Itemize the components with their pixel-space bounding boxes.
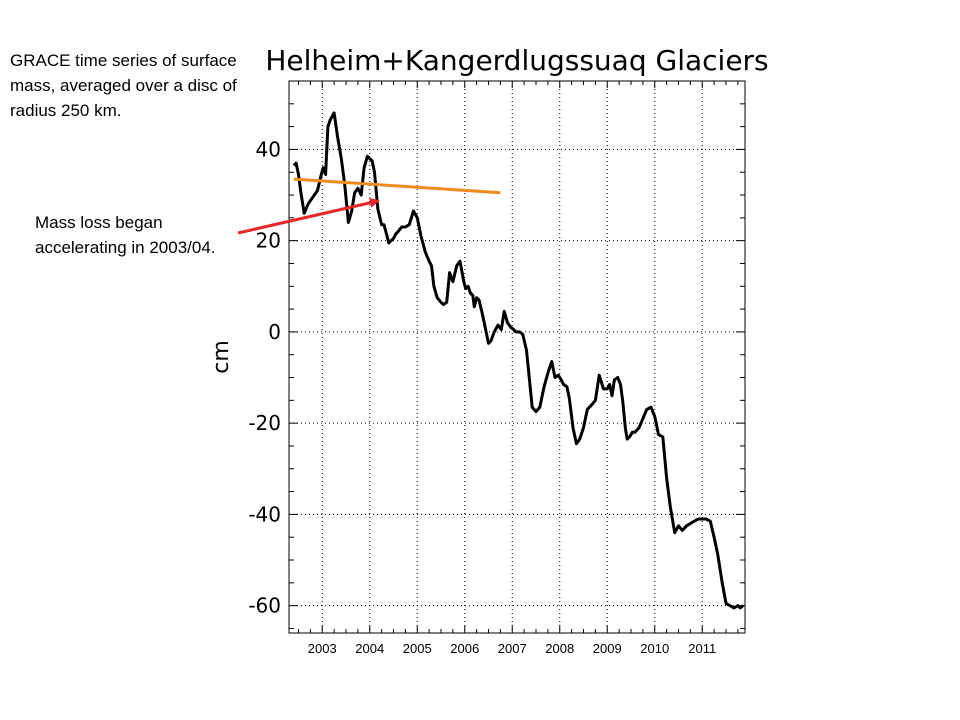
series-line	[292, 111, 745, 610]
tick-labels: 2003 2004 2005 2006 2007 2008 2009 2010 2011 40 20…	[248, 137, 716, 656]
x-tick-label: 2010	[640, 641, 669, 656]
x-tick-label: 2005	[403, 641, 432, 656]
grace-description-note: GRACE time series of surface mass, avera…	[10, 51, 237, 120]
x-tick-label: 2009	[593, 641, 622, 656]
trend-line	[293, 177, 501, 195]
y-axis-label: cm	[209, 340, 234, 374]
x-tick-label: 2007	[498, 641, 527, 656]
plot-frame	[288, 80, 746, 634]
y-tick-label: 0	[268, 320, 281, 344]
grid-lines	[289, 81, 745, 633]
annotation-arrow	[237, 197, 380, 235]
axis-ticks	[289, 80, 745, 633]
y-tick-label: -60	[248, 594, 281, 618]
y-tick-label: -20	[248, 411, 281, 435]
x-tick-label: 2006	[450, 641, 479, 656]
x-tick-label: 2008	[545, 641, 574, 656]
y-tick-label: 20	[256, 229, 281, 253]
y-tick-label: 40	[256, 137, 281, 161]
mass-loss-note: Mass loss began accelerating in 2003/04.	[35, 213, 216, 257]
y-tick-label: -40	[248, 502, 281, 526]
chart-title: Helheim+Kangerdlugssuaq Glaciers	[265, 44, 768, 77]
x-tick-label: 2004	[355, 641, 384, 656]
x-tick-label: 2011	[688, 641, 716, 656]
x-tick-label: 2003	[308, 641, 337, 656]
series-layer	[292, 111, 745, 610]
